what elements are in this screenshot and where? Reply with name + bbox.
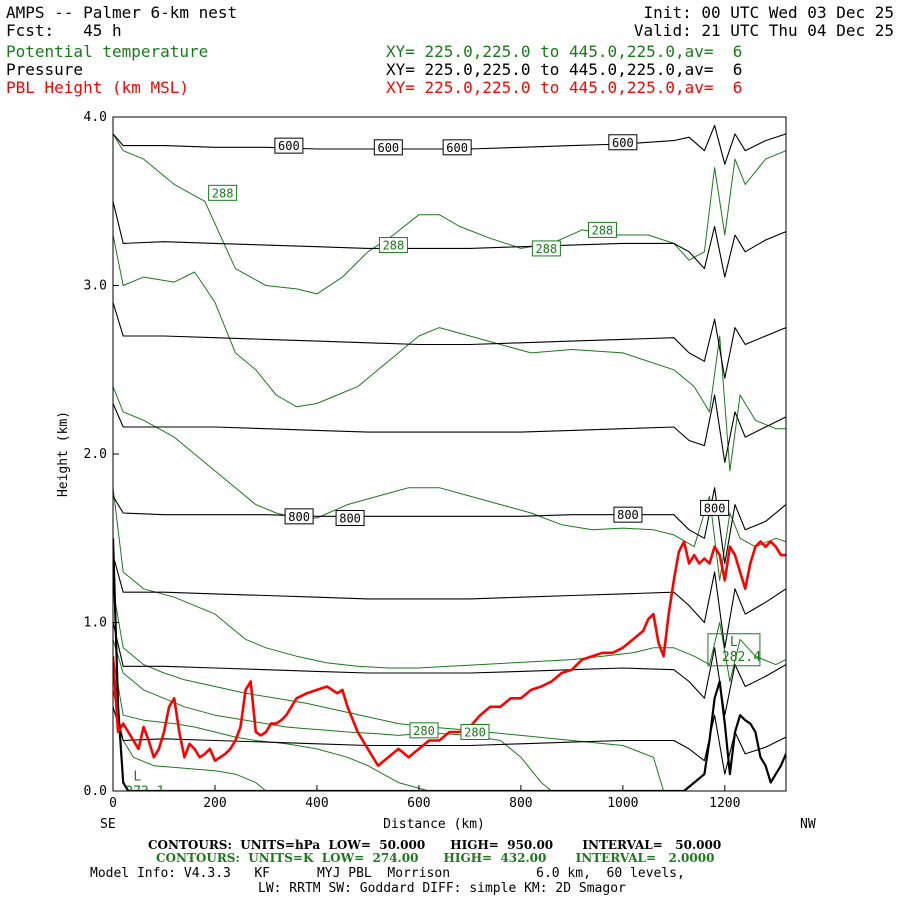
contour-label-box-6: [613, 506, 643, 523]
contour-label-13: 280: [464, 726, 486, 740]
pressure-contour-6: [113, 622, 786, 716]
y-tick-label-1: 1.0: [84, 616, 107, 631]
contour-label-3: 600: [612, 136, 634, 150]
x-tick-label-3: 600: [407, 796, 430, 811]
x-tick-label-4: 800: [509, 796, 532, 811]
footer-pressure-contours: CONTOURS: UNITS=hPa LOW= 50.000 HIGH= 95…: [148, 838, 722, 852]
contour-label-box-7: [700, 499, 730, 516]
contour-label-11: 288: [592, 223, 614, 237]
x-tick-label-1: 200: [203, 796, 226, 811]
contour-label-box-3: [608, 134, 638, 151]
chart-title: AMPS -- Palmer 6-km nest: [6, 3, 238, 22]
y-tick-label-2: 2.0: [84, 447, 107, 462]
contour-label-12: 280: [413, 724, 435, 738]
legend-theta-spec: XY= 225.0,225.0 to 445.0,225.0,av= 6: [386, 42, 743, 61]
x-end-label-left: SE: [100, 817, 116, 832]
x-tick-label-0: 0: [109, 796, 117, 811]
minimum-value-0: 273.1: [125, 785, 164, 800]
pressure-contour-3: [113, 394, 786, 463]
plot-frame: [112, 116, 787, 792]
theta-contour-6: [113, 639, 552, 791]
contour-label-box-11: [587, 221, 617, 238]
contour-label-box-12: [409, 722, 439, 739]
contour-label-box-0: [274, 137, 304, 154]
pressure-contour-0: [113, 124, 786, 165]
pbl-height-line: [113, 540, 786, 768]
legend-theta-name: Potential temperature: [6, 42, 209, 61]
minimum-marker-1: L: [730, 635, 738, 650]
theta-contour-1: [113, 234, 786, 472]
legend-pbl-spec: XY= 225.0,225.0 to 445.0,225.0,av= 6: [386, 78, 743, 97]
pressure-contour-1: [113, 201, 786, 278]
contour-label-10: 288: [536, 242, 558, 256]
contour-label-6: 800: [617, 508, 639, 522]
pressure-contour-2: [113, 302, 786, 379]
pressure-contour-7: [113, 706, 786, 775]
y-tick-label-0: 0.0: [84, 784, 107, 799]
x-tick-label-2: 400: [305, 796, 328, 811]
contour-label-box-5: [335, 510, 365, 527]
contour-label-5: 800: [339, 512, 361, 526]
y-axis-label: Height (km): [56, 411, 71, 497]
footer-physics-info: LW: RRTM SW: Goddard DIFF: simple KM: 2D…: [258, 881, 626, 896]
y-tick-label-3: 3.0: [84, 279, 107, 294]
legend-pbl-name: PBL Height (km MSL): [6, 78, 190, 97]
terrain-line: [113, 538, 786, 791]
minimum-value-1: 282.4: [722, 650, 761, 665]
forecast-hour: Fcst: 45 h: [6, 21, 122, 40]
contour-label-2: 600: [446, 141, 468, 155]
contour-label-box-2: [442, 139, 472, 156]
theta-contour-2: [113, 386, 786, 581]
theta-contour-3: [113, 487, 786, 682]
contour-label-box-1: [373, 139, 403, 156]
contour-label-4: 800: [288, 510, 310, 524]
valid-time: Valid: 21 UTC Thu 04 Dec 25: [633, 21, 894, 40]
x-end-label-right: NW: [800, 817, 816, 832]
contour-label-box-9: [378, 237, 408, 254]
init-time: Init: 00 UTC Wed 03 Dec 25: [643, 3, 894, 22]
x-tick-label-5: 1000: [607, 796, 638, 811]
contour-label-0: 600: [278, 139, 300, 153]
minimum-marker-0: L: [133, 770, 141, 785]
minimum-marker-box-1: [707, 633, 761, 667]
pressure-contour-4: [113, 487, 786, 565]
y-tick-label-4: 4.0: [84, 110, 107, 125]
legend-pressure-spec: XY= 225.0,225.0 to 445.0,225.0,av= 6: [386, 60, 743, 79]
footer-model-info: Model Info: V4.3.3 KF MYJ PBL Morrison 6…: [90, 866, 685, 881]
pressure-contour-5: [113, 554, 786, 649]
contour-label-7: 800: [704, 501, 726, 515]
x-axis-label: Distance (km): [383, 817, 485, 832]
contour-label-1: 600: [377, 141, 399, 155]
footer-theta-contours: CONTOURS: UNITS=K LOW= 274.00 HIGH= 432.…: [156, 851, 715, 865]
x-tick-label-6: 1200: [709, 796, 740, 811]
theta-contour-7: [113, 689, 267, 791]
contour-label-8: 288: [212, 186, 234, 200]
contour-label-box-13: [460, 724, 490, 741]
theta-contour-0: [113, 133, 786, 295]
contour-label-box-4: [284, 508, 314, 525]
theta-contour-4: [113, 588, 665, 791]
legend-pressure-name: Pressure: [6, 60, 84, 79]
contour-label-box-10: [531, 240, 561, 257]
contour-label-box-8: [208, 184, 238, 201]
contour-label-9: 288: [383, 239, 405, 253]
